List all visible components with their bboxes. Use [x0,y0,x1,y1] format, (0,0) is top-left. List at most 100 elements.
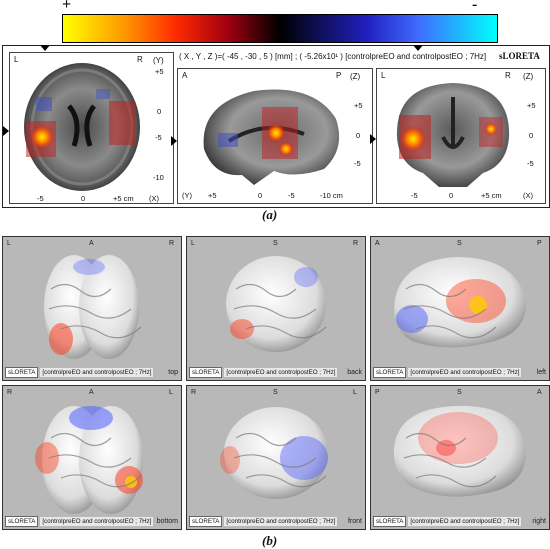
coordinate-readout: ( X , Y , Z )=( -45 , -30 , 5 ) [mm] ; (… [179,52,487,61]
brain-surface-image [44,255,142,359]
axial-view[interactable]: L R (Y) +5 0 -5 -10 -5 0 + [9,52,174,204]
footer-software-tag: sLORETA [189,367,223,378]
sagittal-xtick: -5 [288,191,295,200]
sagittal-ztick: 0 [356,131,361,140]
orientation-middle-label: S [273,240,278,247]
orientation-middle-label: S [457,240,462,247]
brain-surface-image [226,256,327,352]
coronal-xtick: 0 [449,191,454,200]
sagittal-xtick: -10 cm [320,191,343,200]
sagittal-xtick: +5 [208,191,217,200]
axial-slice-image [24,63,140,191]
orientation-right-label: P [537,240,542,247]
coronal-ztick: +5 [527,101,536,110]
footer-software-tag: sLORETA [373,367,407,378]
slice-marker-icon [370,134,376,144]
sagittal-ztick: +5 [354,101,363,110]
slice-marker-icon [171,136,177,146]
footer-condition-text: [controlpreEO and controlpostEO ; 7Hz] [408,368,522,377]
caption-b: (b) [262,533,278,548]
coronal-view[interactable]: L R (Z) +5 0 -5 -5 0 +5 cm (X) [376,68,546,204]
orientation-right-label: L [353,389,357,396]
axial-ytick: -10 [153,173,164,182]
sagittal-xtick: 0 [258,191,263,200]
axial-right-label: R [137,55,143,64]
coronal-slice-image [396,83,510,187]
footer-software-tag: sLORETA [189,516,223,527]
view-footer: sLORETA [controlpreEO and controlpostEO ;… [5,367,154,378]
footer-condition-text: [controlpreEO and controlpostEO ; 7Hz] [40,368,154,377]
view-name-label: left [536,369,546,376]
view-footer: sLORETA [controlpreEO and controlpostEO ;… [373,367,522,378]
minus-label: - [472,0,478,13]
view-name-label: top [168,369,178,376]
orientation-left-label: R [191,389,197,396]
orientation-left-label: L [191,240,195,247]
sagittal-z-axis-label: (Z) [350,72,361,81]
color-scale-bar [62,14,498,43]
view-name-label: front [347,518,362,525]
brain-surface-image [394,257,527,348]
axial-left-label: L [14,55,19,64]
slice-marker-icon [413,45,423,51]
software-label: sLORETA [499,51,540,61]
footer-software-tag: sLORETA [373,516,407,527]
orientation-middle-label: S [457,389,462,396]
slice-marker-icon [3,126,9,136]
orientation-middle-label: S [273,389,278,396]
coronal-left-label: L [381,71,386,80]
orientation-middle-label: A [89,389,94,396]
sagittal-left-label: A [182,71,188,80]
brain-surface-image [393,405,526,497]
coronal-ztick: -5 [527,159,534,168]
brain-surface-image [220,407,328,499]
orientation-right-label: R [169,240,175,247]
axial-y-axis-label: (Y) [153,56,164,65]
orientation-left-label: P [375,389,380,396]
axial-x-axis-label: (X) [149,194,159,203]
orientation-left-label: A [375,240,380,247]
sagittal-y-axis-label: (Y) [182,191,192,200]
coronal-x-axis-label: (X) [523,191,533,200]
axial-xtick: -5 [37,194,44,203]
axial-ytick: +5 [155,67,164,76]
footer-condition-text: [controlpreEO and controlpostEO ; 7Hz] [408,517,522,526]
view-footer: sLORETA [controlpreEO and controlpostEO ;… [373,516,522,527]
orientation-right-label: R [353,240,359,247]
view-footer: sLORETA [controlpreEO and controlpostEO ;… [189,516,338,527]
axial-ytick: -5 [155,133,162,142]
axial-ytick: 0 [157,107,162,116]
footer-condition-text: [controlpreEO and controlpostEO ; 7Hz] [224,517,338,526]
view-footer: sLORETA [controlpreEO and controlpostEO ;… [5,516,154,527]
coronal-ztick: 0 [529,131,534,140]
view-name-label: back [347,369,362,376]
panel-a-slices: ( X , Y , Z )=( -45 , -30 , 5 ) [mm] ; (… [2,45,550,208]
sagittal-view[interactable]: A P (Z) +5 0 -5 (Y) +5 0 -5 -10 cm [177,68,373,204]
footer-condition-text: [controlpreEO and controlpostEO ; 7Hz] [40,517,154,526]
orientation-left-label: L [7,240,11,247]
coronal-xtick: +5 cm [481,191,502,200]
view-name-label: right [532,518,546,525]
axial-xtick: +5 cm [113,194,134,203]
orientation-middle-label: A [89,240,94,247]
sagittal-slice-image [203,89,340,185]
sagittal-ztick: -5 [354,159,361,168]
brain-surface-image [35,406,143,514]
orientation-left-label: R [7,389,13,396]
plus-label: + [62,0,72,13]
view-name-label: bottom [156,518,178,525]
coronal-xtick: -5 [411,191,418,200]
caption-a: (a) [262,207,278,222]
footer-software-tag: sLORETA [5,516,39,527]
orientation-right-label: L [169,389,173,396]
axial-xtick: 0 [81,194,86,203]
footer-condition-text: [controlpreEO and controlpostEO ; 7Hz] [224,368,338,377]
slice-marker-icon [40,45,50,51]
